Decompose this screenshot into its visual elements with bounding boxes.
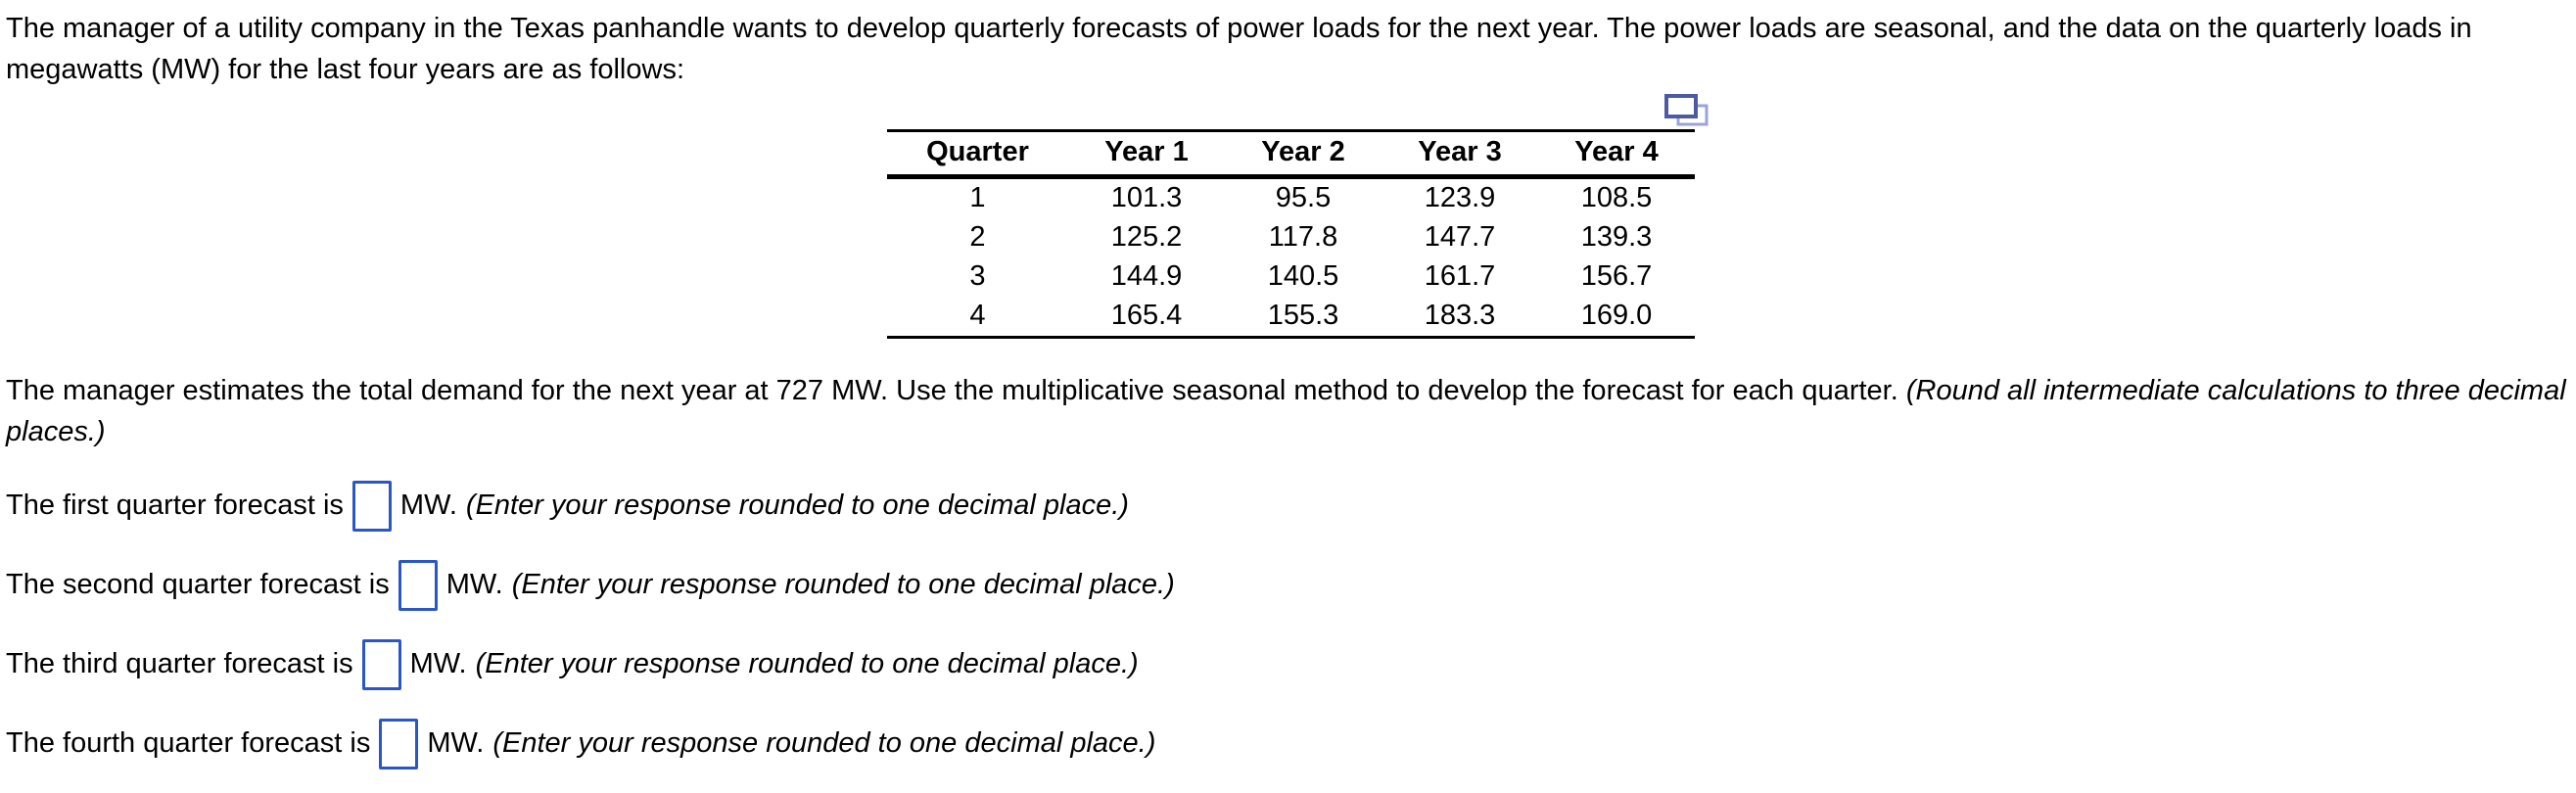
quarterly-loads-table: Quarter Year 1 Year 2 Year 3 Year 4 1 10… [887, 129, 1695, 339]
table-row: 2 125.2 117.8 147.7 139.3 [887, 218, 1695, 257]
problem-page: The manager of a utility company in the … [6, 13, 2576, 770]
first-quarter-forecast-input[interactable] [351, 480, 392, 532]
q1-prefix-text: The first quarter forecast is [6, 490, 344, 521]
q4-unit-text: MW. [427, 727, 485, 759]
questions-list: The first quarter forecast is MW. (Enter… [6, 480, 2576, 770]
table-cell: 144.9 [1110, 260, 1183, 292]
instruction-text: The manager estimates the total demand f… [6, 375, 1898, 406]
table-cell: 165.4 [1110, 300, 1183, 331]
problem-intro-text: The manager of a utility company in the … [6, 13, 2472, 85]
table-cell: 140.5 [1267, 260, 1339, 292]
table-cell: 139.3 [1580, 221, 1653, 253]
table-cell: 2 [969, 221, 986, 253]
table-cell: 125.2 [1110, 221, 1183, 253]
q2-response-note: (Enter your response rounded to one deci… [511, 569, 1175, 600]
table-cell: 4 [969, 300, 986, 331]
table-header-row: Quarter Year 1 Year 2 Year 3 Year 4 [887, 130, 1695, 179]
table-row: 3 144.9 140.5 161.7 156.7 [887, 257, 1695, 297]
table-cell: 123.9 [1424, 182, 1496, 213]
table-cell: 161.7 [1424, 260, 1496, 292]
q3-unit-text: MW. [409, 648, 467, 679]
table-cell: 155.3 [1267, 300, 1339, 331]
question-row-q2: The second quarter forecast is MW. (Ente… [6, 559, 2576, 611]
table-row: 1 101.3 95.5 123.9 108.5 [887, 177, 1695, 219]
q1-response-note: (Enter your response rounded to one deci… [465, 490, 1129, 521]
quarterly-loads-table-container: Quarter Year 1 Year 2 Year 3 Year 4 1 10… [887, 94, 1709, 339]
question-row-q1: The first quarter forecast is MW. (Enter… [6, 480, 2576, 532]
q3-response-note: (Enter your response rounded to one deci… [475, 648, 1139, 679]
table-cell: 183.3 [1424, 300, 1496, 331]
q1-unit-text: MW. [399, 490, 457, 521]
col-header-year3: Year 3 [1382, 130, 1538, 179]
table-row: 4 165.4 155.3 183.3 169.0 [887, 297, 1695, 338]
q3-prefix-text: The third quarter forecast is [6, 648, 353, 679]
col-header-year4: Year 4 [1538, 130, 1695, 179]
table-cell: 169.0 [1580, 300, 1653, 331]
col-header-year1: Year 1 [1068, 130, 1225, 179]
col-header-quarter: Quarter [887, 130, 1068, 179]
q2-prefix-text: The second quarter forecast is [6, 569, 390, 600]
q2-unit-text: MW. [445, 569, 503, 600]
q4-prefix-text: The fourth quarter forecast is [6, 727, 371, 759]
table-cell: 156.7 [1580, 260, 1653, 292]
table-cell: 147.7 [1424, 221, 1496, 253]
q4-response-note: (Enter your response rounded to one deci… [492, 727, 1156, 759]
third-quarter-forecast-input[interactable] [361, 638, 401, 690]
question-row-q4: The fourth quarter forecast is MW. (Ente… [6, 718, 2576, 770]
table-cell: 101.3 [1110, 182, 1183, 213]
popout-front-rect [1664, 94, 1698, 118]
table-cell: 3 [969, 260, 986, 292]
fourth-quarter-forecast-input[interactable] [379, 718, 419, 770]
table-cell: 95.5 [1275, 182, 1332, 213]
table-cell: 108.5 [1580, 182, 1653, 213]
rounding-note: (Round all intermediate calculations to … [6, 375, 2566, 447]
table-cell: 117.8 [1268, 221, 1338, 253]
col-header-year2: Year 2 [1225, 130, 1382, 179]
popout-table-icon[interactable] [1663, 94, 1710, 127]
question-row-q3: The third quarter forecast is MW. (Enter… [6, 638, 2576, 690]
second-quarter-forecast-input[interactable] [398, 559, 438, 611]
instruction-paragraph: The manager estimates the total demand f… [6, 370, 2566, 452]
table-cell: 1 [969, 182, 986, 213]
